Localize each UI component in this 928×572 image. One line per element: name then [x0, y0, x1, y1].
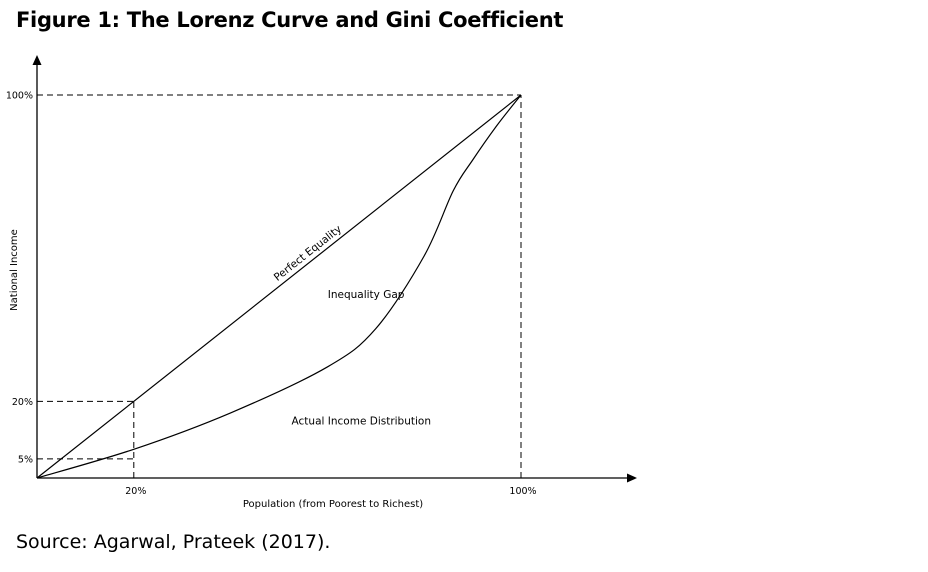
y-tick-label: 20% — [12, 397, 33, 408]
y-ticks: 5% 20% 100% — [6, 91, 33, 466]
y-tick-label: 5% — [18, 454, 33, 465]
annotation-actual-income-distribution: Actual Income Distribution — [292, 415, 431, 427]
y-axis-arrow-icon — [32, 55, 42, 65]
axes — [32, 55, 637, 483]
series-line-actual-income-distribution — [36, 94, 522, 479]
figure-title: Figure 1: The Lorenz Curve and Gini Coef… — [16, 8, 564, 32]
x-tick-label: 100% — [509, 486, 536, 497]
y-tick-label: 100% — [6, 91, 33, 102]
annotation-inequality-gap: Inequality Gap — [328, 289, 405, 301]
series-line-perfect-equality — [36, 94, 522, 479]
x-axis-arrow-icon — [627, 473, 637, 483]
x-tick-label: 20% — [125, 486, 146, 497]
x-ticks: 20% 100% — [125, 486, 536, 497]
series-lines — [36, 94, 522, 479]
x-axis-label: Population (from Poorest to Richest) — [243, 499, 423, 510]
y-axis-label: National Income — [9, 229, 20, 311]
source-note: Source: Agarwal, Prateek (2017). — [16, 531, 331, 553]
guide-lines — [37, 94, 522, 478]
annotation-perfect-equality: Perfect Equality — [272, 223, 344, 284]
annotations: Perfect Equality Inequality Gap Actual Inc… — [272, 223, 431, 427]
